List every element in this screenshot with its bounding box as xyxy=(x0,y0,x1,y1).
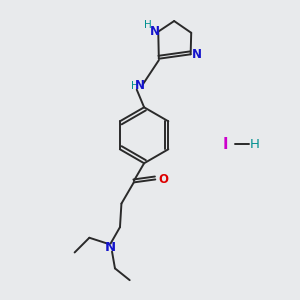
Text: I: I xyxy=(222,136,228,152)
Text: N: N xyxy=(105,241,116,254)
Text: O: O xyxy=(158,173,168,186)
Text: H: H xyxy=(144,20,152,30)
Text: H: H xyxy=(131,81,139,91)
Text: N: N xyxy=(135,79,145,92)
Text: H: H xyxy=(250,138,260,151)
Text: N: N xyxy=(150,25,160,38)
Text: N: N xyxy=(192,48,202,61)
